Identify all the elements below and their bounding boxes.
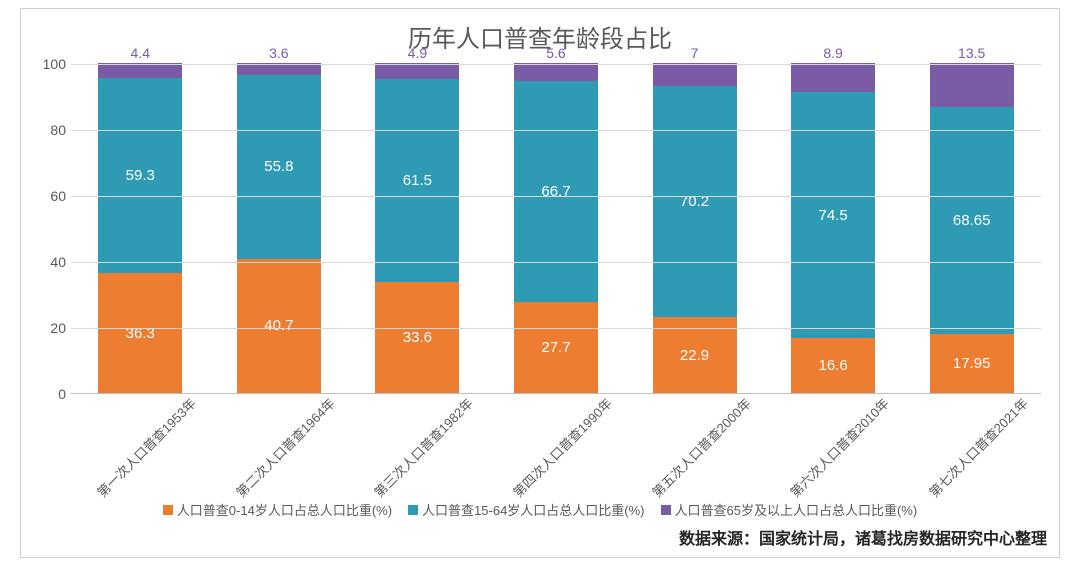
- bar-value-label: 4.9: [408, 45, 427, 61]
- bar-segment-age_15_64: 66.7: [514, 81, 598, 301]
- gridline: [71, 328, 1041, 329]
- x-tick-label: 第三次人口普查1982年: [370, 428, 507, 565]
- bar-segment-age_0_14: 16.6: [791, 338, 875, 393]
- plot-area: 36.359.34.4 40.755.83.6 33.661.54.9 27.766.…: [71, 64, 1041, 394]
- legend-label: 人口普查0-14岁人口占总人口比重(%): [177, 500, 392, 519]
- bar-group: 16.674.58.9: [791, 63, 875, 393]
- legend-label: 人口普查65岁及以上人口占总人口比重(%): [675, 500, 918, 519]
- legend-swatch: [163, 505, 173, 515]
- x-tick-label: 第二次人口普查1964年: [231, 428, 368, 565]
- bar-segment-age_0_14: 27.7: [514, 302, 598, 393]
- x-tick-label: 第一次人口普查1953年: [92, 428, 229, 565]
- bar-value-label: 8.9: [823, 45, 842, 61]
- legend: 人口普查0-14岁人口占总人口比重(%) 人口普查15-64岁人口占总人口比重(%…: [21, 500, 1059, 519]
- y-tick-label: 0: [36, 386, 66, 402]
- legend-swatch: [408, 505, 418, 515]
- bar-segment-age_65_up: 4.9: [375, 63, 459, 79]
- legend-item: 人口普查15-64岁人口占总人口比重(%): [408, 500, 644, 519]
- bar-value-label: 4.4: [131, 45, 150, 61]
- x-axis-labels: 第一次人口普查1953年第二次人口普查1964年第三次人口普查1982年第四次人…: [71, 399, 1041, 509]
- chart-title: 历年人口普查年龄段占比: [21, 19, 1059, 54]
- x-tick-label: 第四次人口普查1990年: [508, 428, 645, 565]
- data-source: 数据来源：国家统计局，诸葛找房数据研究中心整理: [679, 525, 1047, 549]
- gridline: [71, 130, 1041, 131]
- bar-segment-age_0_14: 33.6: [375, 282, 459, 393]
- bar-segment-age_0_14: 40.7: [237, 259, 321, 393]
- bar-group: 22.970.27: [653, 63, 737, 393]
- bar-segment-age_15_64: 61.5: [375, 79, 459, 282]
- gridline: [71, 262, 1041, 263]
- bar-group: 40.755.83.6: [237, 63, 321, 393]
- bar-segment-age_15_64: 68.65: [930, 107, 1014, 334]
- bar-value-label: 7: [691, 45, 699, 61]
- bar-segment-age_15_64: 59.3: [98, 78, 182, 274]
- bar-group: 36.359.34.4: [98, 63, 182, 393]
- legend-item: 人口普查0-14岁人口占总人口比重(%): [163, 500, 392, 519]
- bars-wrapper: 36.359.34.4 40.755.83.6 33.661.54.9 27.766.…: [71, 64, 1041, 393]
- bar-value-label: 5.6: [546, 45, 565, 61]
- gridline: [71, 64, 1041, 65]
- chart-container: 历年人口普查年龄段占比 36.359.34.440.755.83.633.661…: [20, 8, 1060, 558]
- bar-segment-age_65_up: 7: [653, 63, 737, 86]
- bar-segment-age_15_64: 55.8: [237, 75, 321, 259]
- bar-segment-age_65_up: 4.4: [98, 63, 182, 78]
- y-tick-label: 100: [36, 56, 66, 72]
- y-tick-label: 40: [36, 254, 66, 270]
- legend-item: 人口普查65岁及以上人口占总人口比重(%): [661, 500, 918, 519]
- y-tick-label: 80: [36, 122, 66, 138]
- bar-segment-age_0_14: 36.3: [98, 273, 182, 393]
- bar-group: 17.9568.6513.5: [930, 63, 1014, 393]
- bar-segment-age_65_up: 8.9: [791, 63, 875, 92]
- bar-segment-age_65_up: 13.5: [930, 63, 1014, 108]
- bar-value-label: 3.6: [269, 45, 288, 61]
- bar-value-label: 13.5: [958, 45, 985, 61]
- bar-segment-age_65_up: 5.6: [514, 63, 598, 81]
- legend-swatch: [661, 505, 671, 515]
- bar-group: 33.661.54.9: [375, 63, 459, 393]
- legend-label: 人口普查15-64岁人口占总人口比重(%): [422, 500, 644, 519]
- bar-segment-age_15_64: 70.2: [653, 86, 737, 318]
- gridline: [71, 196, 1041, 197]
- bar-segment-age_0_14: 17.95: [930, 334, 1014, 393]
- y-tick-label: 20: [36, 320, 66, 336]
- bar-group: 27.766.75.6: [514, 63, 598, 393]
- y-tick-label: 60: [36, 188, 66, 204]
